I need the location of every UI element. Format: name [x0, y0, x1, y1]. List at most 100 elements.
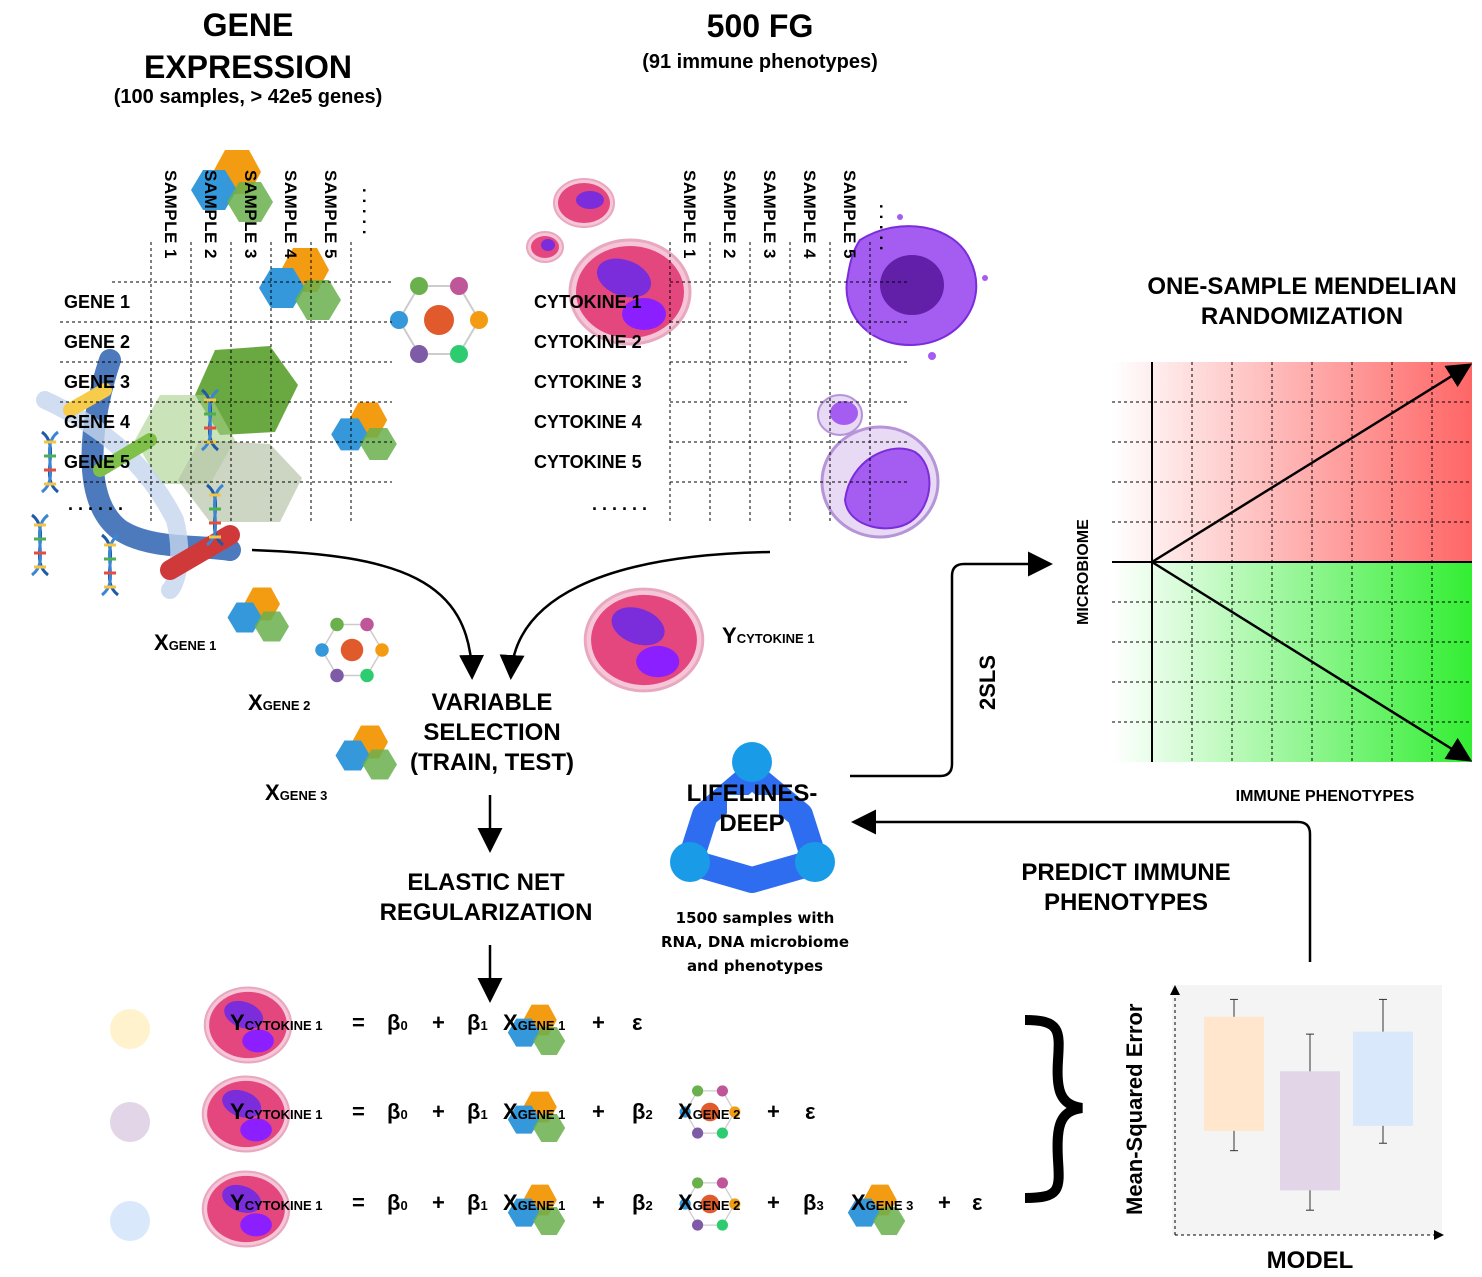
y-subscript: CYTOKINE 1 [244, 1018, 323, 1033]
y-letter: Y [230, 1010, 245, 1035]
flow-arrow [251, 548, 485, 680]
x-gene3-label: XGENE 3 [265, 780, 327, 806]
beta-subscript: 2 [645, 1107, 653, 1122]
legend-dot [110, 1102, 150, 1142]
beta-symbol: β [387, 1190, 401, 1215]
beta-subscript: 2 [645, 1198, 653, 1213]
mr-title-line: RANDOMIZATION [1200, 303, 1404, 330]
step-line: ELASTIC NET [407, 869, 565, 896]
flow-arrow [850, 551, 1053, 778]
beta-subscript: 0 [400, 1198, 408, 1213]
cytokine-col-header: SAMPLE 2 [720, 170, 739, 260]
beta-symbol: β [803, 1190, 817, 1215]
plus-sign: + [767, 1099, 780, 1124]
eq-x-term: XGENE 1 [503, 1190, 565, 1216]
plus-sign: + [592, 1099, 605, 1124]
cytokine-row-label: CYTOKINE 1 [534, 292, 642, 312]
flow-arrow [851, 809, 1312, 962]
beta-subscript: 0 [400, 1107, 408, 1122]
lifelines-desc-line: and phenotypes [686, 957, 824, 975]
eq-x-term: XGENE 2 [678, 1190, 740, 1216]
mse-y-axis-label: Mean-Squared Error [1122, 1003, 1147, 1215]
lifelines-desc-line: 1500 samples with [675, 909, 835, 927]
x-letter: X [248, 690, 263, 715]
legend-dot [110, 1009, 150, 1049]
beta-term: β0 [387, 1099, 408, 1125]
x-subscript: GENE 1 [517, 1198, 566, 1213]
x-subscript: GENE 3 [279, 788, 328, 803]
gene-table-grid [60, 242, 392, 522]
beta-term: β0 [387, 1010, 408, 1036]
lifelines-name: LIFELINES- DEEP [662, 779, 842, 839]
beta-symbol: β [632, 1190, 646, 1215]
gene-expression-subtitle: (100 samples, > 42e5 genes) [113, 86, 383, 108]
x-letter: X [678, 1099, 693, 1124]
y-cytokine1-label: YCYTOKINE 1 [722, 623, 814, 649]
beta-term: β1 [467, 1190, 488, 1216]
mse-x-axis-label: MODEL [1266, 1247, 1354, 1274]
x-subscript: GENE 1 [517, 1018, 566, 1033]
plus-sign: + [432, 1099, 445, 1124]
gene-expression-title-line2: EXPRESSION [143, 49, 353, 85]
beta-term: β1 [467, 1099, 488, 1125]
fg500-title: 500 FG [706, 8, 814, 44]
elastic-net-box: ELASTIC NET REGULARIZATION [356, 868, 616, 928]
mr-y-axis-label: MICROBIOME [1075, 519, 1092, 625]
predict-line: PREDICT IMMUNE [1021, 859, 1231, 886]
gene-row-label: GENE 2 [64, 332, 131, 352]
box-iqr [1204, 1016, 1264, 1131]
gene-col-header: SAMPLE 5 [321, 170, 340, 260]
flow-arrow [499, 550, 771, 680]
x-letter: X [678, 1190, 693, 1215]
gene-col-header: SAMPLE 4 [281, 170, 300, 260]
ring-molecule-icon [314, 617, 390, 683]
mr-title: ONE-SAMPLE MENDELIAN RANDOMIZATION [1122, 272, 1482, 332]
box-iqr [1280, 1071, 1340, 1191]
beta-term: β0 [387, 1190, 408, 1216]
x-letter: X [503, 1010, 518, 1035]
plus-sign: + [938, 1190, 951, 1215]
fg500-subtitle: (91 immune phenotypes) [642, 51, 878, 73]
y-subscript: CYTOKINE 1 [736, 631, 815, 646]
cytokine-row-label: . . . . . . [592, 494, 648, 514]
dna-icon [40, 430, 60, 494]
mr-title-line: ONE-SAMPLE MENDELIAN [1147, 273, 1457, 300]
cytokine-row-label: CYTOKINE 2 [534, 332, 642, 352]
y-letter: Y [722, 623, 737, 648]
beta-term: β2 [632, 1190, 653, 1216]
mse-boxplot [1170, 985, 1444, 1240]
dna-icon [30, 513, 50, 577]
x-letter: X [851, 1190, 866, 1215]
cytokine-col-header: SAMPLE 5 [840, 170, 859, 260]
curly-brace [1024, 1015, 1083, 1203]
predict-label: PREDICT IMMUNE PHENOTYPES [996, 858, 1256, 918]
lifelines-name-line: LIFELINES- [686, 780, 818, 807]
beta-term: β2 [632, 1099, 653, 1125]
y-subscript: CYTOKINE 1 [244, 1198, 323, 1213]
gene-row-label: . . . . . . [68, 494, 124, 514]
x-subscript: GENE 2 [262, 698, 311, 713]
beta-symbol: β [387, 1010, 401, 1035]
x-letter: X [265, 780, 280, 805]
lifelines-logo-icon [670, 742, 835, 893]
hexagon-molecule-icon [227, 587, 289, 642]
box-iqr [1353, 1031, 1413, 1126]
gene-expression-title: GENE EXPRESSION [88, 4, 408, 88]
beta-subscript: 1 [480, 1018, 488, 1033]
step-line: SELECTION [423, 719, 561, 746]
epsilon-term: ε [632, 1010, 643, 1035]
step-line: (TRAIN, TEST) [410, 749, 574, 776]
eq-x-term: XGENE 3 [851, 1190, 913, 1216]
hexagon-molecule-icon [331, 402, 397, 460]
blood-cell-icon [583, 587, 705, 693]
cytokine-row-label: CYTOKINE 5 [534, 452, 642, 472]
lifelines-description: 1500 samples with RNA, DNA microbiome an… [640, 906, 870, 978]
hexagon-molecule-icon [195, 346, 298, 435]
eq-x-term: XGENE 2 [678, 1099, 740, 1125]
eq-x-term: XGENE 1 [503, 1010, 565, 1036]
plus-sign: + [432, 1010, 445, 1035]
plus-sign: + [432, 1190, 445, 1215]
x-subscript: GENE 2 [692, 1107, 741, 1122]
cytokine-col-header: SAMPLE 4 [800, 170, 819, 260]
